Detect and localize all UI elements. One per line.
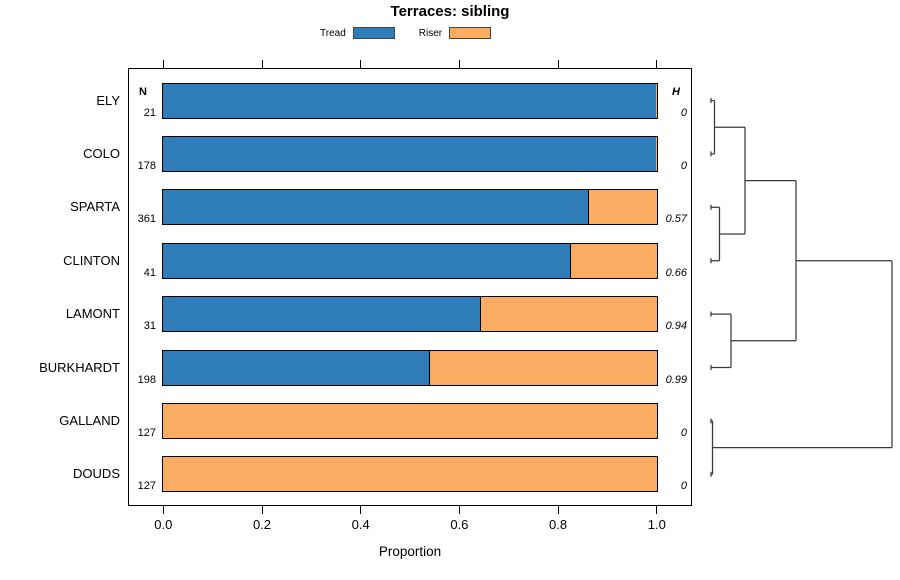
bar-row: [161, 296, 659, 333]
x-tick-bottom: [261, 506, 263, 514]
legend-item-riser: Riser: [418, 27, 492, 39]
bar-segment-riser: [589, 190, 658, 225]
x-tick-label: 0.2: [252, 517, 272, 532]
row-label: GALLAND: [59, 412, 120, 428]
h-value: 0.57: [665, 213, 687, 226]
x-tick-label: 0.4: [351, 517, 370, 532]
bar-segment-riser: [162, 457, 658, 492]
bar-row: [161, 456, 659, 493]
x-tick-top: [557, 60, 559, 68]
h-value: 0: [680, 106, 687, 119]
x-tick-label: 0.6: [450, 517, 469, 532]
x-tick-label: 0.8: [549, 517, 568, 532]
chart-title: Terraces: sibling: [390, 3, 510, 20]
h-value: 0.94: [665, 320, 687, 333]
n-value: 361: [137, 213, 156, 226]
legend-swatch-tread-icon: [352, 27, 395, 39]
h-column-header: H: [672, 86, 680, 98]
row-label: DOUDS: [73, 466, 120, 482]
x-tick-label: 1.0: [647, 517, 666, 532]
plot-area-frame: [128, 67, 692, 507]
row-label: COLO: [83, 145, 120, 161]
h-value: 0.66: [665, 266, 687, 279]
bar-segment-riser: [430, 350, 658, 385]
bar-row: [161, 242, 659, 279]
legend-swatch-riser-icon: [449, 27, 492, 39]
x-tick-top: [458, 60, 460, 68]
legend-item-tread: Tread: [320, 27, 395, 39]
n-value: 127: [137, 480, 156, 493]
bar-segment-tread: [162, 190, 590, 225]
bar-segment-tread: [162, 297, 481, 332]
row-label: ELY: [96, 92, 120, 108]
row-label: BURKHARDT: [39, 359, 120, 375]
legend-label-riser: Riser: [418, 27, 443, 39]
bar-segment-tread: [162, 83, 657, 118]
h-value: 0.99: [665, 373, 687, 386]
bar-row: [161, 82, 659, 119]
bar-row: [161, 402, 659, 439]
bar-segment-riser: [656, 136, 658, 171]
bar-segment-tread: [162, 350, 431, 385]
bar-segment-tread: [162, 243, 572, 278]
n-value: 127: [137, 426, 156, 439]
h-value: 0: [680, 159, 687, 172]
x-tick-bottom: [656, 506, 658, 514]
x-tick-bottom: [557, 506, 559, 514]
h-value: 0: [680, 480, 687, 493]
x-tick-bottom: [162, 506, 164, 514]
bar-segment-riser: [480, 297, 658, 332]
n-column-header: N: [139, 86, 147, 98]
row-label: SPARTA: [70, 199, 120, 215]
bar-row: [161, 349, 659, 386]
bar-segment-riser: [162, 403, 658, 438]
bar-row: [161, 189, 659, 226]
n-value: 178: [137, 159, 156, 172]
n-value: 198: [137, 373, 156, 386]
x-tick-top: [261, 60, 263, 68]
x-tick-top: [360, 60, 362, 68]
bar-segment-riser: [656, 83, 658, 118]
x-tick-top: [162, 60, 164, 68]
bar-segment-riser: [571, 243, 658, 278]
bar-segment-tread: [162, 136, 657, 171]
n-value: 41: [143, 266, 156, 279]
h-value: 0: [680, 426, 687, 439]
n-value: 21: [143, 106, 156, 119]
x-tick-bottom: [458, 506, 460, 514]
x-tick-bottom: [360, 506, 362, 514]
n-value: 31: [143, 320, 156, 333]
x-tick-top: [656, 60, 658, 68]
row-label: LAMONT: [65, 306, 120, 322]
x-axis-title: Proportion: [378, 544, 442, 559]
bar-row: [161, 135, 659, 172]
x-tick-label: 0.0: [154, 517, 173, 532]
legend-label-tread: Tread: [320, 27, 346, 39]
legend: Tread Riser: [320, 26, 492, 40]
row-label: CLINTON: [63, 252, 120, 268]
